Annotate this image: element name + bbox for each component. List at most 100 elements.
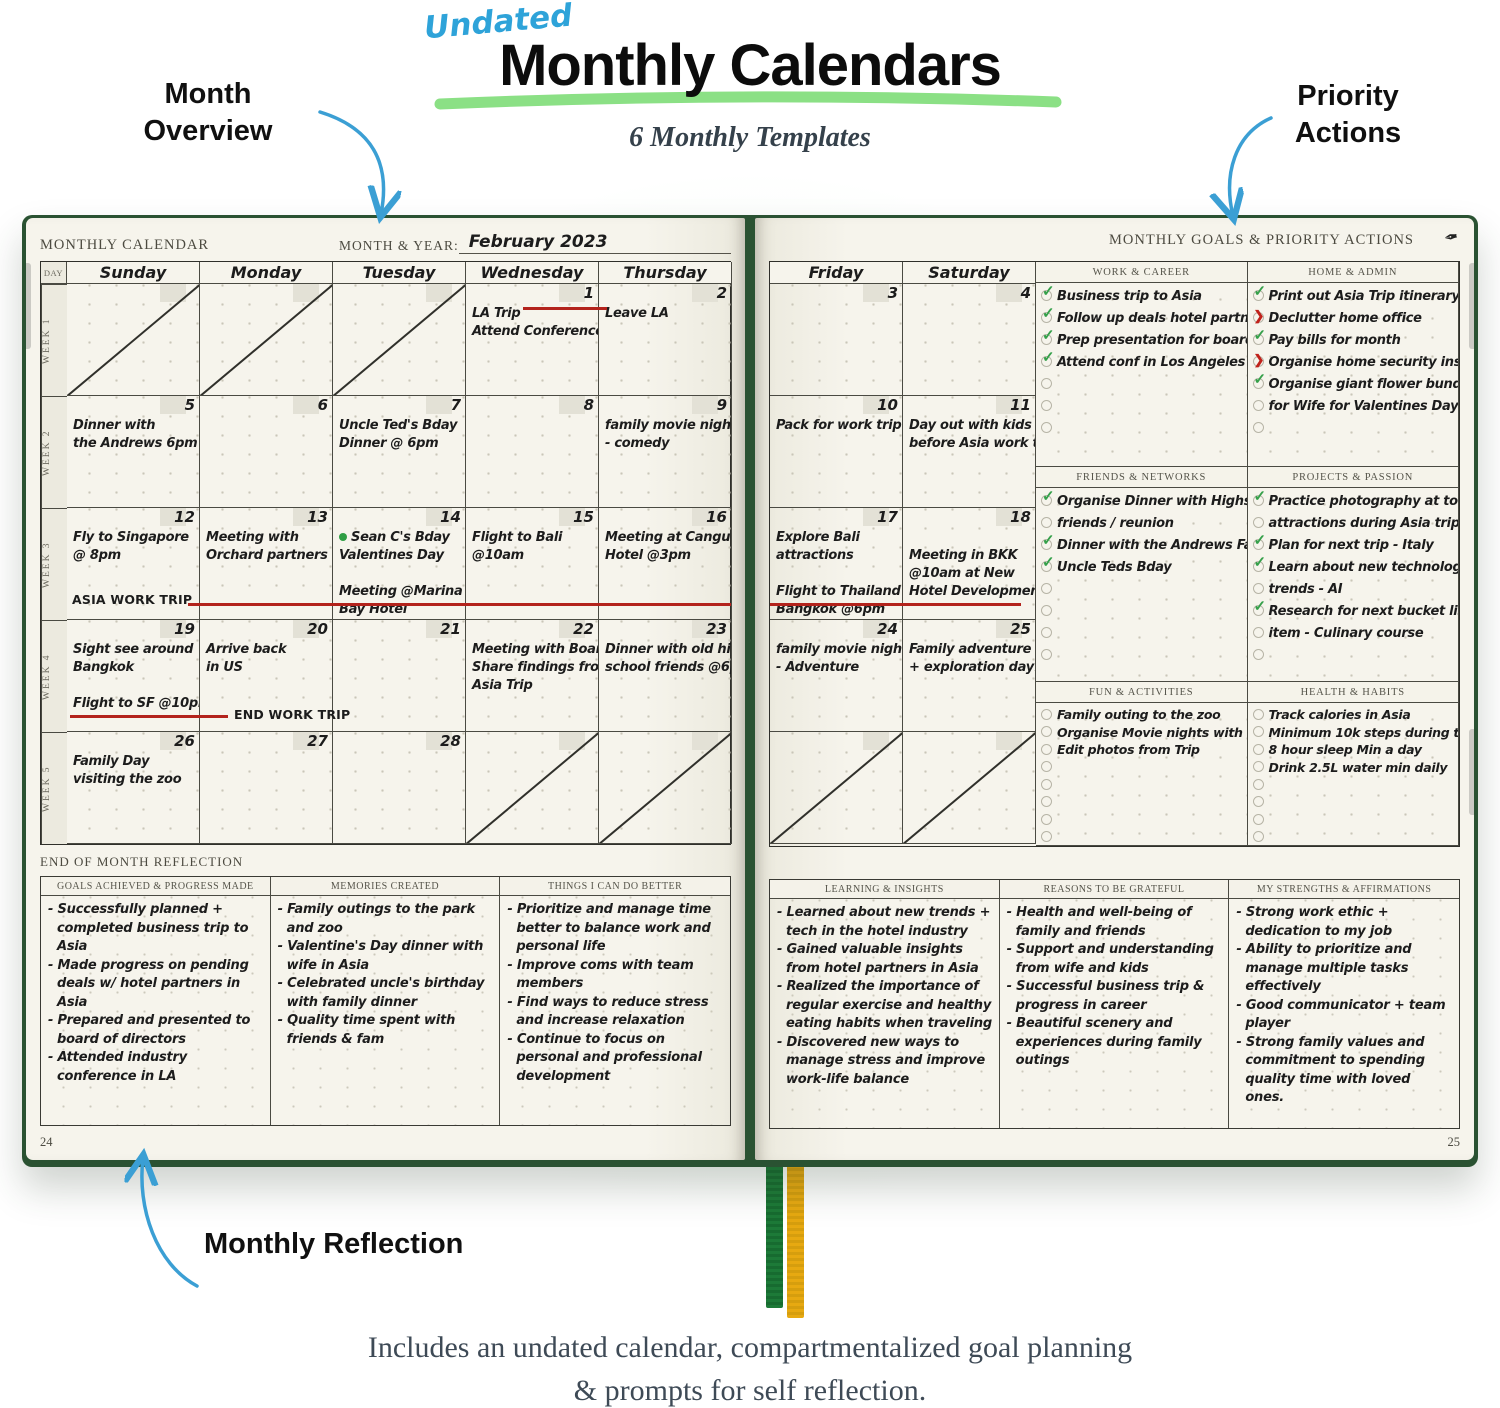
reflection-bullet: - Support and understanding from wife an… — [1006, 942, 1214, 976]
date-number: 17 — [877, 508, 898, 526]
end-work-trip-note: END WORK TRIP — [234, 707, 351, 722]
date-number: 24 — [877, 620, 898, 638]
checkbox-circle-icon — [1252, 627, 1264, 638]
month-year-value: February 2023 — [458, 232, 731, 254]
checkbox-circle-icon — [1041, 400, 1052, 411]
calendar-cell — [200, 284, 333, 396]
date-box — [996, 732, 1022, 750]
calendar-cell — [903, 732, 1036, 844]
checkbox-circle-icon — [1252, 761, 1264, 772]
goal-item-text: Plan for next trip - Italy — [1268, 538, 1434, 553]
goal-section-title: HOME & ADMIN — [1247, 262, 1458, 283]
reflection-bullet: - Attended industry conference in LA — [48, 1050, 188, 1084]
date-number: 20 — [307, 620, 328, 638]
goal-item — [1041, 579, 1245, 601]
calendar-cell: 28 — [333, 732, 466, 844]
reflection-bullet: - Prioritize and manage time better to b… — [507, 902, 711, 954]
checkbox-circle-icon — [1252, 422, 1264, 433]
reflection-bullet: - Learned about new trends + tech in the… — [777, 905, 991, 939]
date-number: 8 — [583, 396, 594, 414]
week-label: WEEK 2 — [41, 396, 67, 508]
goal-checkbox — [1252, 724, 1269, 742]
reflection-section-title: REASONS TO BE GRATEFUL — [999, 880, 1229, 899]
date-number: 28 — [440, 732, 461, 750]
goal-checkbox — [1252, 741, 1269, 759]
goal-checkbox — [1041, 811, 1057, 829]
goal-item: ❯ Declutter home office — [1252, 308, 1457, 330]
goal-item-text: Organise giant flower bundle — [1268, 377, 1459, 392]
day-header: Thursday — [599, 262, 732, 284]
goal-checkbox: ✓ — [1252, 327, 1269, 352]
goal-checkbox: ✓ — [1041, 349, 1057, 374]
goal-item — [1252, 418, 1457, 440]
bookmark-ribbon-gold — [787, 1150, 804, 1318]
check-icon: ✓ — [1042, 327, 1055, 344]
checkbox-circle-icon — [1252, 312, 1264, 323]
week-label: WEEK 3 — [41, 508, 67, 620]
checkbox-circle-icon — [1252, 605, 1264, 616]
calendar-cell: 3 — [770, 284, 903, 396]
goal-item: ✓ Learn about new technology — [1252, 554, 1458, 579]
goal-item: Organise Movie nights with wife — [1041, 724, 1247, 742]
goal-checkbox — [1041, 601, 1057, 623]
goal-section-title: PROJECTS & PASSION — [1247, 467, 1458, 488]
reflection-bullets: - Strong work ethic + dedication to my j… — [1229, 899, 1459, 1108]
calendar-cell: 2 Leave LA — [599, 284, 732, 396]
date-box — [692, 620, 718, 638]
reflection-section-title: MEMORIES CREATED — [270, 877, 500, 896]
date-number: 1 — [583, 284, 594, 302]
goal-checkbox — [1041, 724, 1057, 742]
goal-checkbox: ✓ — [1041, 305, 1057, 330]
checkbox-circle-icon — [1252, 378, 1264, 389]
checkbox-circle-icon — [1041, 831, 1052, 842]
goal-item — [1041, 759, 1245, 777]
goal-checkbox — [1252, 706, 1269, 724]
date-box — [426, 396, 452, 414]
goal-checkbox: ✓ — [1041, 488, 1057, 513]
goal-item-text: Pay bills for month — [1268, 333, 1401, 348]
cell-entries: Arrive back in US — [206, 642, 287, 675]
reflection-bullet: - Made progress on pending deals w/ hote… — [48, 957, 249, 1010]
goal-section: HEALTH & HABITS Track calories in Asia Min… — [1247, 682, 1459, 846]
reflection-bullets: - Successfully planned + completed busin… — [41, 896, 270, 1086]
checkbox-circle-icon — [1041, 356, 1052, 367]
goal-item — [1252, 794, 1457, 812]
goal-item — [1252, 829, 1457, 846]
calendar-grid-right: Friday Saturday 3 4 10 Pack for work trip 11 Da… — [769, 261, 1036, 847]
goal-checkbox: ✓ — [1252, 554, 1269, 579]
date-box — [426, 284, 452, 302]
goal-item — [1041, 418, 1245, 440]
goal-checkbox — [1041, 706, 1057, 724]
month-year-field: MONTH & YEAR: February 2023 — [339, 232, 731, 254]
reflection-bullet: - Celebrated uncle's birthday with famil… — [277, 976, 485, 1010]
goal-checkbox — [1041, 829, 1057, 846]
date-box — [293, 620, 319, 638]
checkbox-circle-icon — [1041, 605, 1052, 616]
reflection-bullet: - Ability to prioritize and manage multi… — [1236, 942, 1412, 994]
goal-section-title: WORK & CAREER — [1036, 262, 1247, 283]
subtitle: 6 Monthly Templates — [629, 122, 871, 153]
goal-checkbox: ✓ — [1041, 554, 1057, 579]
goal-item: ❯Organise home security install — [1252, 352, 1458, 374]
goal-item: Track calories in Asia — [1252, 706, 1457, 724]
checkbox-circle-icon — [1252, 356, 1264, 367]
goal-checkbox — [1252, 776, 1269, 794]
date-box — [996, 284, 1022, 302]
reflection-bullet: - Family outings to the park and zoo — [277, 902, 475, 936]
date-box — [692, 284, 718, 302]
caption: Includes an undated calendar, compartmen… — [0, 1326, 1500, 1408]
date-number: 23 — [706, 620, 727, 638]
reflection-bullet: - Quality time spent with friends & fam — [277, 1013, 456, 1047]
reflection-bullet: - Strong family values and commitment to… — [1236, 1034, 1425, 1106]
date-number: 11 — [1010, 396, 1031, 414]
goal-checkbox — [1252, 513, 1269, 535]
goal-item: Minimum 10k steps during trip — [1252, 724, 1458, 742]
calendar-cell: 7 Uncle Ted's Bday Dinner @ 6pm — [333, 396, 466, 508]
goal-item-text: Edit photos from Trip — [1057, 742, 1200, 757]
deferred-arrow-icon: ❯ — [1253, 352, 1265, 367]
reflection-bullets: - Family outings to the park and zoo - Va… — [271, 896, 500, 1049]
goal-item-text: item - Culinary course — [1268, 626, 1424, 641]
reflection-bullet: - Find ways to reduce stress and increas… — [507, 994, 709, 1029]
calendar-cell: 10 Pack for work trip — [770, 396, 903, 508]
date-number: 5 — [184, 396, 195, 414]
